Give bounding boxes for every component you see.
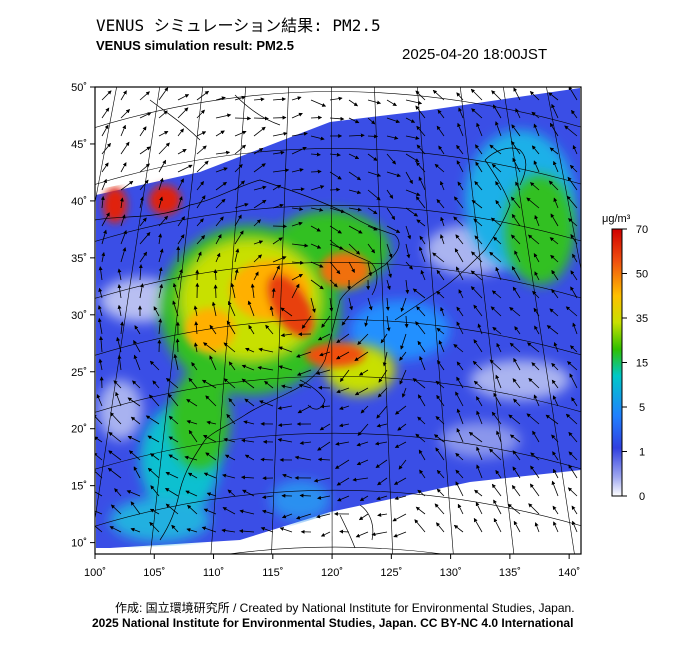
lon-tick-label: 135˚ <box>499 567 521 579</box>
axes: 100˚ 105˚ 110˚ 115˚ 120˚ 125˚ 130˚ 135˚ 140˚ 50˚ 4… <box>71 82 580 579</box>
credit-line: 作成: 国立環境研究所 / Created by National Instit… <box>115 601 575 615</box>
forecast-timestamp: 2025-04-20 18:00JST <box>402 46 548 63</box>
colorbar-tick-label: 50 <box>636 269 648 281</box>
lat-tick-label: 35˚ <box>71 253 87 265</box>
wind-vectors <box>95 87 578 538</box>
map-frame <box>94 86 582 555</box>
lon-tick-label: 110˚ <box>203 567 224 579</box>
lon-tick-label: 125˚ <box>380 567 402 579</box>
colorbar-tick-label: 0 <box>639 491 645 503</box>
lat-tick-label: 20˚ <box>71 424 87 436</box>
title-japanese: VENUS シミュレーション結果: PM2.5 <box>96 16 381 35</box>
lat-tick-label: 50˚ <box>71 82 87 94</box>
lat-tick-label: 25˚ <box>71 367 87 379</box>
title-english: VENUS simulation result: PM2.5 <box>96 38 294 53</box>
colorbar-tick-label: 5 <box>639 402 645 414</box>
lon-tick-label: 120˚ <box>321 567 343 579</box>
lon-tick-label: 105˚ <box>143 567 165 579</box>
lon-tick-label: 130˚ <box>440 567 462 579</box>
lat-tick-label: 30˚ <box>71 310 87 322</box>
lon-tick-label: 100˚ <box>84 567 106 579</box>
colorbar-gradient <box>611 228 623 497</box>
colorbar-tick-label: 35 <box>636 313 648 325</box>
lat-tick-label: 10˚ <box>71 538 87 550</box>
lon-tick-label: 140˚ <box>558 567 580 579</box>
lat-tick-label: 15˚ <box>71 481 87 493</box>
colorbar-unit: μg/m³ <box>602 213 631 225</box>
colorbar-tick-label: 1 <box>639 447 645 459</box>
copyright-line: 2025 National Institute for Environmenta… <box>92 616 574 630</box>
lat-tick-label: 45˚ <box>71 139 87 151</box>
colorbar-tick-label: 15 <box>636 358 648 370</box>
pm25-field <box>95 87 581 554</box>
colorbar: μg/m³ 70 50 35 15 5 1 0 <box>602 213 648 503</box>
lon-tick-label: 115˚ <box>262 567 283 579</box>
lat-tick-label: 40˚ <box>71 196 87 208</box>
colorbar-tick-label: 70 <box>636 224 648 236</box>
